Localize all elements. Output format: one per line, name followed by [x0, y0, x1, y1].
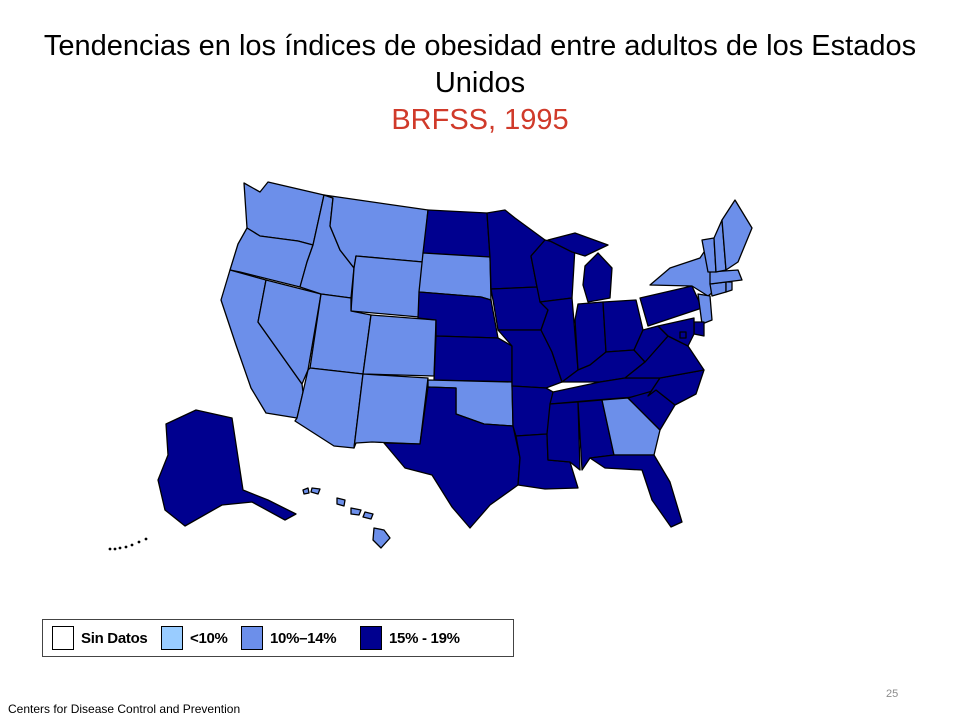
legend-swatch-10-14	[241, 626, 263, 650]
state-IL	[539, 297, 579, 383]
legend-item-10-14: 10%–14%	[241, 626, 337, 650]
legend-swatch-under-10	[161, 626, 183, 650]
map-title: Tendencias en los índices de obesidad en…	[43, 30, 917, 99]
state-AZ	[294, 367, 364, 449]
state-AK	[157, 409, 297, 527]
legend-item-under-10: <10%	[161, 626, 228, 650]
state-NV	[257, 279, 322, 385]
legend-label-10-14: 10%–14%	[270, 629, 337, 647]
legend-item-no-data: Sin Datos	[52, 626, 148, 650]
state-NM	[353, 373, 429, 449]
state-DE	[693, 321, 705, 337]
state-NJ	[697, 293, 713, 325]
state-MA	[709, 269, 743, 285]
state-ME	[721, 199, 753, 271]
state-MD	[657, 317, 695, 347]
state-TX	[383, 386, 521, 529]
legend-swatch-15-19	[360, 626, 382, 650]
legend-item-15-19: 15% - 19%	[360, 626, 460, 650]
state-ND	[422, 209, 491, 258]
map-subtitle: BRFSS, 1995	[391, 104, 569, 136]
state-MS	[546, 401, 581, 471]
state-GA	[601, 397, 661, 456]
title-block: Tendencias en los índices de obesidad en…	[0, 28, 960, 139]
page-number: 25	[886, 688, 899, 700]
state-MI	[547, 232, 613, 303]
state-FL	[589, 454, 683, 528]
state-HI	[302, 487, 391, 549]
state-KS	[433, 335, 513, 383]
legend-label-under-10: <10%	[190, 629, 228, 647]
legend: Sin Datos <10% 10%–14% 15% - 19%	[42, 619, 514, 657]
legend-swatch-no-data	[52, 626, 74, 650]
legend-label-no-data: Sin Datos	[81, 629, 148, 647]
state-RI	[725, 281, 733, 293]
legend-label-15-19: 15% - 19%	[389, 629, 460, 647]
aleutian-islands	[108, 537, 148, 551]
state-DC	[679, 331, 687, 339]
state-WY	[350, 255, 424, 318]
source-credit: Centers for Disease Control and Preventi…	[8, 702, 241, 716]
state-AR	[511, 385, 554, 437]
state-CO	[362, 314, 437, 377]
